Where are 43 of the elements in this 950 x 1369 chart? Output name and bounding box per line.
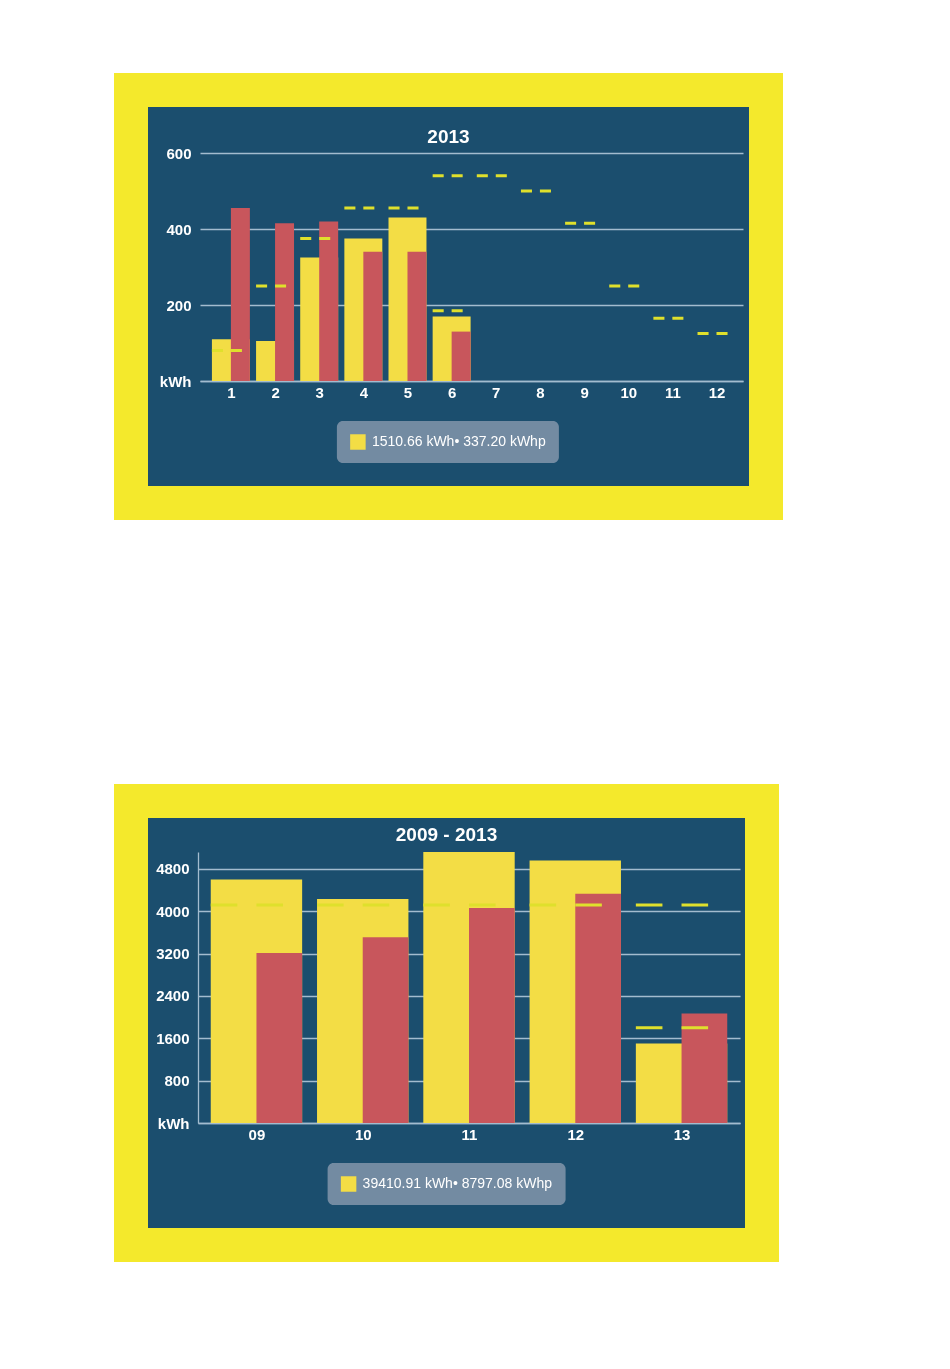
- x-tick-label: 4: [359, 383, 369, 401]
- x-tick-label: 1: [227, 383, 236, 401]
- x-tick-label: 09: [248, 1125, 266, 1143]
- chart-title: 2013: [427, 126, 470, 147]
- y-tick-label: 600: [166, 144, 192, 162]
- x-tick-label: 9: [580, 383, 589, 401]
- y-tick-label: 400: [166, 220, 192, 238]
- bar: [681, 1013, 728, 1123]
- bar: [275, 223, 295, 381]
- bar: [362, 937, 409, 1123]
- y-tick-label: kWh: [159, 372, 192, 390]
- x-tick-label: 13: [673, 1125, 691, 1143]
- y-tick-label: 200: [166, 296, 192, 314]
- x-tick-label: 10: [354, 1125, 372, 1143]
- y-tick-label: 800: [164, 1072, 190, 1090]
- x-tick-label: 12: [708, 383, 726, 401]
- bar: [363, 251, 383, 381]
- x-tick-label: 11: [461, 1125, 478, 1143]
- x-tick-label: 5: [403, 383, 413, 401]
- bar: [469, 908, 515, 1123]
- x-tick-label: 10: [620, 383, 638, 401]
- bar: [230, 208, 250, 381]
- chart-title: 2009 - 2013: [395, 824, 498, 845]
- legend-label: 39410.91 kWh• 8797.08 kWhp: [362, 1175, 553, 1191]
- x-tick-label: 11: [664, 383, 681, 401]
- x-tick-label: 8: [536, 383, 545, 401]
- legend-label: 1510.66 kWh• 337.20 kWhp: [371, 433, 546, 449]
- bar: [256, 953, 303, 1123]
- y-tick-label: kWh: [157, 1114, 190, 1132]
- y-tick-label: 4000: [156, 902, 190, 920]
- bar: [451, 331, 471, 381]
- bar: [407, 251, 427, 381]
- bar: [575, 893, 621, 1123]
- bar: [319, 221, 339, 381]
- x-tick-label: 6: [447, 383, 457, 401]
- x-tick-label: 3: [315, 383, 324, 401]
- x-tick-label: 12: [567, 1125, 585, 1143]
- y-tick-label: 2400: [156, 987, 190, 1005]
- x-tick-label: 7: [492, 383, 501, 401]
- x-tick-label: 2: [271, 383, 280, 401]
- y-tick-label: 3200: [156, 945, 190, 963]
- y-tick-label: 1600: [156, 1029, 190, 1047]
- y-tick-label: 4800: [156, 860, 190, 878]
